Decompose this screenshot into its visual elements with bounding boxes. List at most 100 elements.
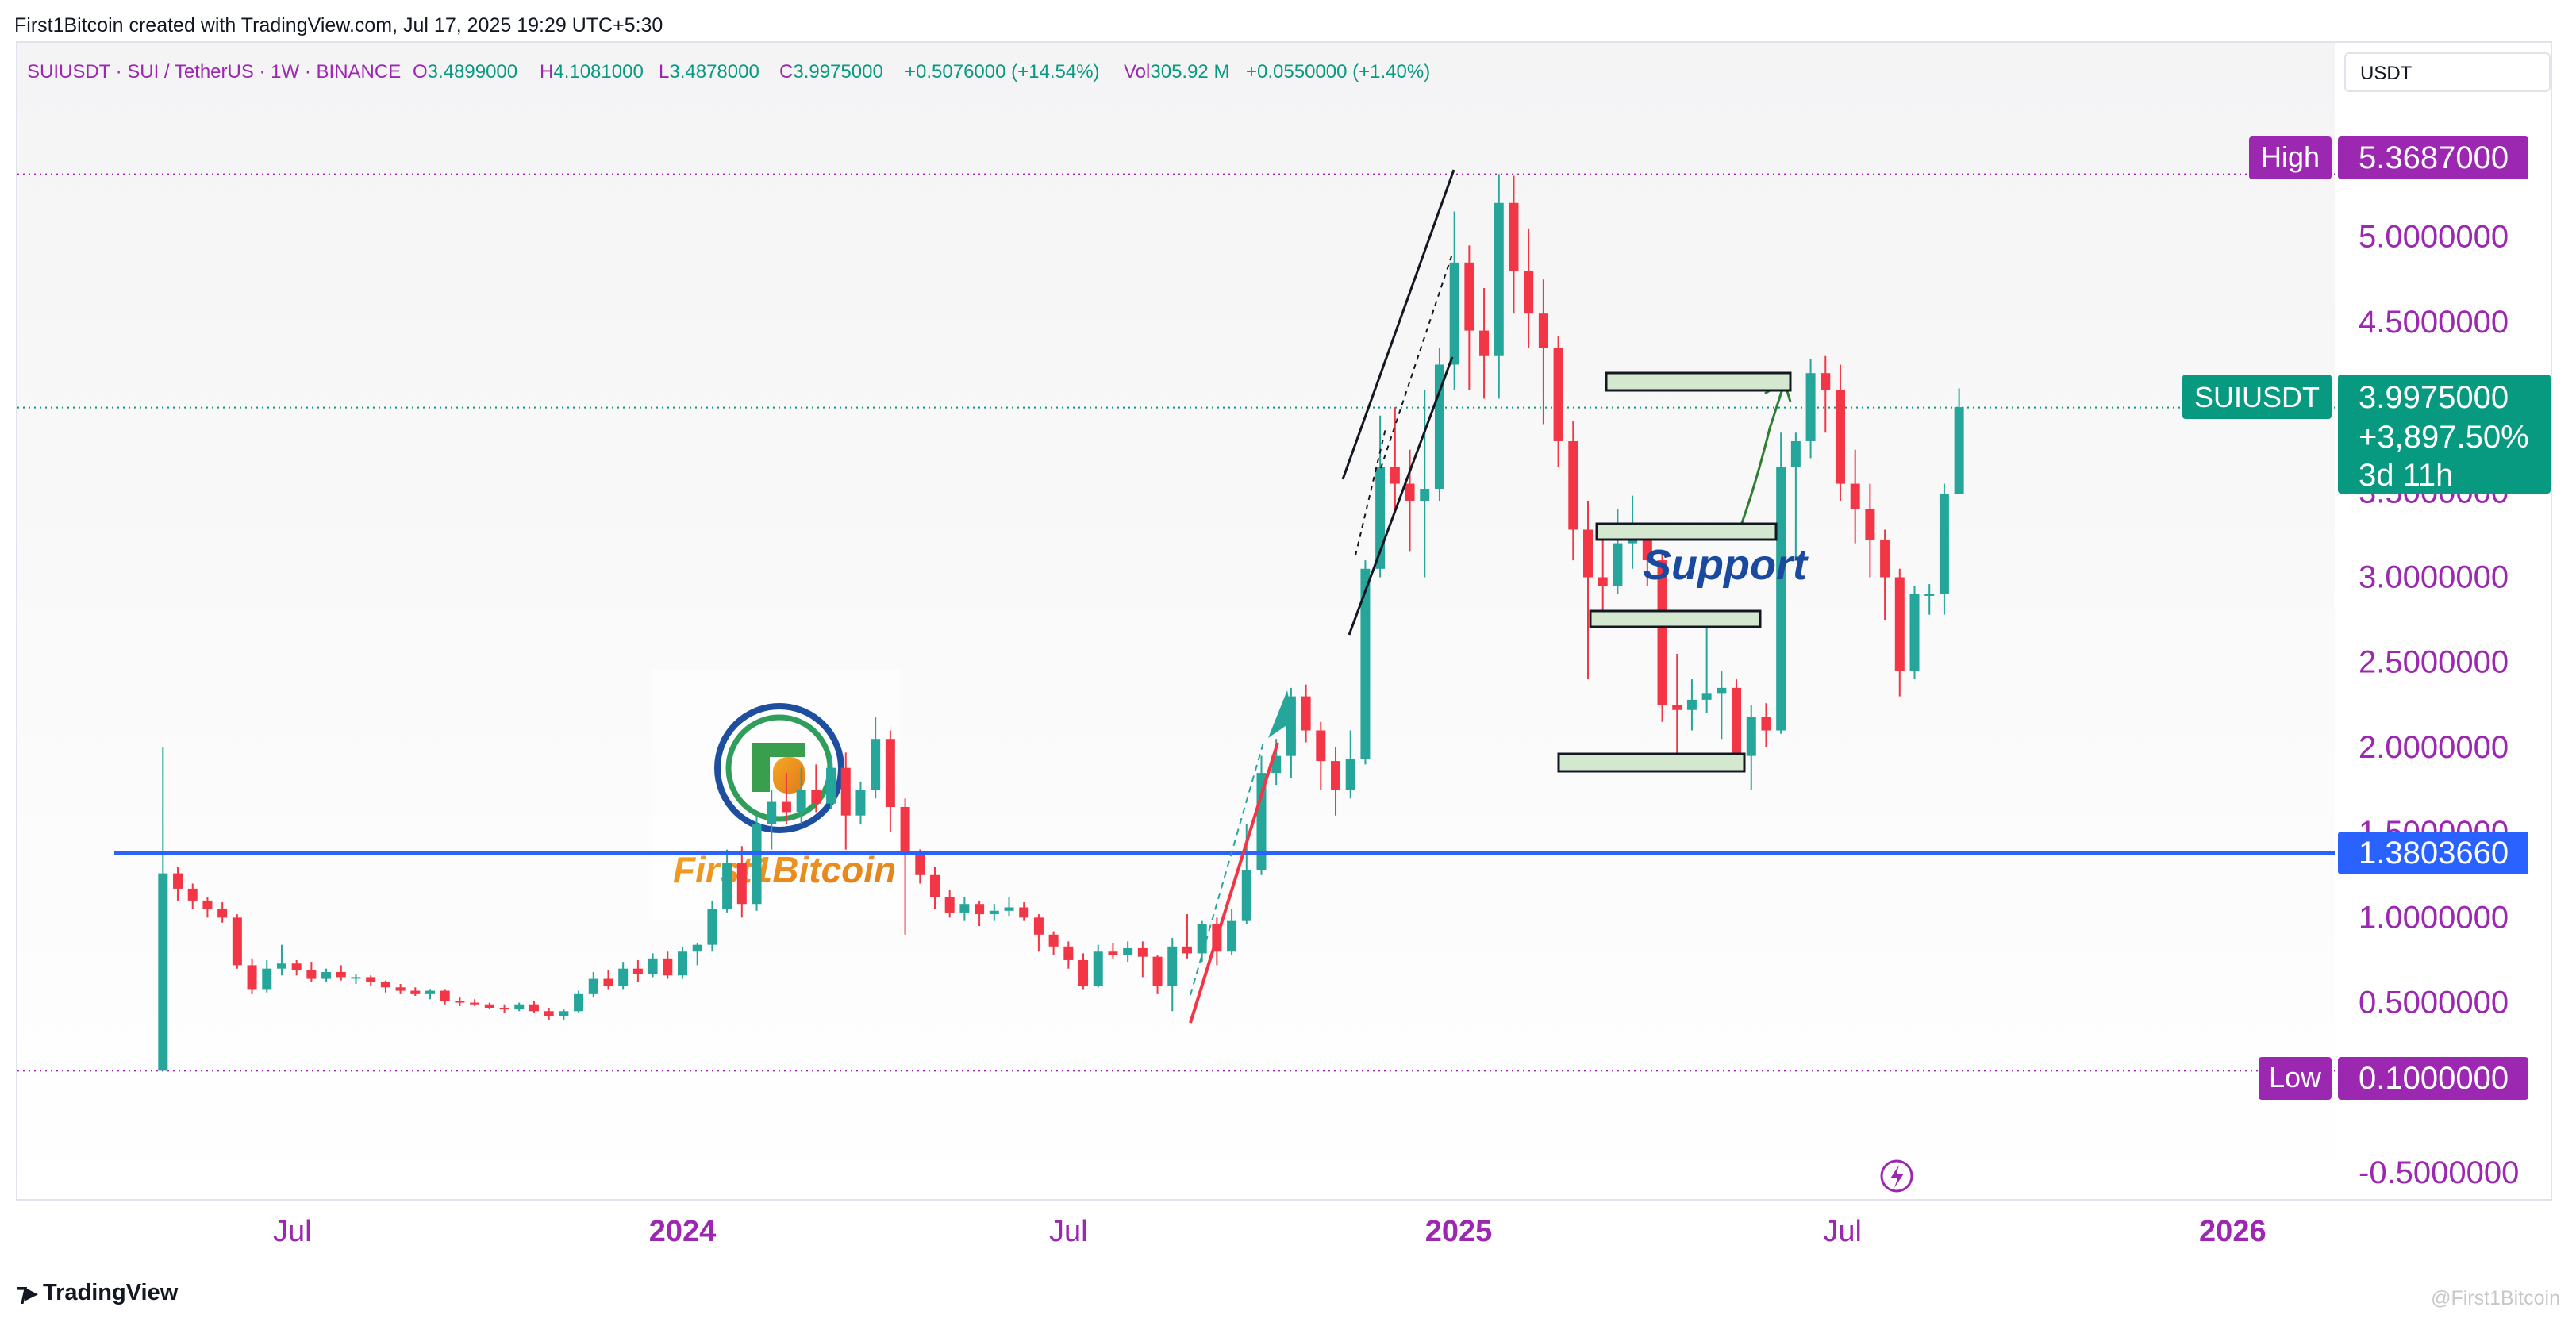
candle-down	[306, 962, 317, 982]
uptrend-arrow-green	[1268, 690, 1294, 738]
candle-up	[1686, 679, 1697, 731]
candle-up	[1776, 432, 1786, 734]
candle-down	[1761, 703, 1771, 747]
legend-change: +0.5076000 (+14.54%)	[905, 61, 1100, 83]
candle-up	[1449, 211, 1459, 390]
candle-down	[1390, 407, 1400, 509]
candle-down	[484, 1002, 494, 1010]
support-zone-middle	[1589, 609, 1762, 628]
candle-down	[291, 959, 302, 976]
candle-down	[217, 902, 228, 923]
candle-down	[1835, 364, 1845, 502]
author-watermark: @First1Bitcoin	[2431, 1287, 2560, 1309]
candle-down	[440, 989, 450, 1005]
candle-down	[1152, 955, 1163, 994]
candle-down	[1598, 526, 1608, 621]
legend-low-label: L	[659, 61, 669, 83]
x-tick-label: 2025	[1425, 1215, 1493, 1248]
candle-up	[1123, 941, 1133, 963]
candle-down	[1019, 902, 1029, 921]
candle-up	[1805, 359, 1816, 459]
candle-up	[321, 968, 332, 982]
candle-up	[796, 767, 806, 824]
candle-down	[975, 900, 985, 927]
candle-down	[1865, 483, 1875, 578]
candle-up	[1167, 938, 1178, 1012]
candle-down	[1538, 279, 1548, 425]
candle-down	[366, 975, 376, 986]
candle-down	[1732, 679, 1742, 765]
candle-down	[380, 980, 390, 993]
candle-up	[351, 974, 361, 984]
current-change-pct: +3,897.50%	[2359, 420, 2529, 455]
x-tick-label: 2026	[2199, 1215, 2266, 1248]
current-price-value: 3.9975000	[2359, 380, 2509, 415]
x-axis-ticks: Jul 2024 Jul 2025 Jul 2026	[273, 1215, 2266, 1248]
candle-up	[158, 747, 168, 1071]
candle-down	[1553, 336, 1563, 467]
candle-up	[425, 989, 436, 1000]
candle-up	[1197, 920, 1207, 963]
candle-down	[1405, 449, 1415, 552]
candle-up	[1746, 705, 1756, 790]
candle-up	[959, 897, 970, 921]
y-tick-label: 1.0000000	[2359, 900, 2509, 935]
candle-down	[202, 897, 213, 918]
candle-down	[1033, 914, 1044, 952]
candlestick-series	[158, 174, 1964, 1071]
lightning-icon[interactable]	[1880, 1159, 1913, 1193]
y-tick-label: 2.0000000	[2359, 730, 2509, 765]
support-zone-bottom	[1557, 752, 1746, 773]
candle-down	[1048, 931, 1059, 955]
line-value: 1.3803660	[2359, 836, 2509, 870]
candle-down	[1821, 355, 1831, 433]
tradingview-logo[interactable]: ⁊▸ TradingView	[16, 1279, 178, 1307]
legend-vol-value: 305.92 M	[1150, 61, 1229, 83]
candle-up	[588, 971, 598, 998]
uptrend-line-red	[1189, 742, 1279, 1024]
candle-up	[276, 944, 286, 976]
candle-down	[915, 849, 925, 884]
candle-up	[1004, 897, 1014, 917]
candle-down	[173, 867, 183, 901]
candle-up	[1924, 584, 1935, 615]
low-badge-value: 0.1000000	[2359, 1061, 2509, 1096]
candle-up	[262, 959, 272, 993]
legend-symbol: SUIUSDT · SUI / TetherUS · 1W · BINANCE	[27, 61, 401, 83]
legend-ohlc: O3.4899000 H4.1081000 L3.4878000 C3.9975…	[413, 61, 1430, 83]
zone-boxes[interactable]	[1557, 371, 1792, 773]
candle-down	[529, 1001, 539, 1013]
candle-up	[618, 962, 629, 990]
support-annotation[interactable]: Support	[1643, 541, 1809, 589]
svg-text:L3.4878000: L3.4878000	[659, 61, 759, 83]
candle-down	[1137, 941, 1148, 978]
candle-down	[1568, 421, 1578, 561]
candle-down	[929, 867, 940, 909]
candle-up	[752, 815, 762, 911]
candle-up	[1420, 390, 1430, 578]
y-axis-ticks: 5.50000005.00000004.50000004.00000003.50…	[2359, 134, 2519, 1190]
tradingview-mark-icon: ⁊▸	[16, 1280, 37, 1306]
legend-close-label: C	[779, 61, 793, 83]
x-tick-label: 2024	[649, 1215, 717, 1248]
candle-down	[1583, 501, 1593, 680]
candle-down	[1524, 228, 1534, 348]
candle-down	[736, 846, 747, 918]
candle-down	[900, 798, 910, 935]
currency-selector-button[interactable]: USDT	[2344, 52, 2551, 92]
support-zone-upper	[1595, 522, 1778, 541]
candle-down	[395, 983, 406, 994]
line-value-badge: 1.3803660	[2338, 832, 2528, 874]
y-tick-label: 5.0000000	[2359, 220, 2509, 255]
candle-down	[1850, 449, 1860, 544]
candle-up	[1909, 586, 1920, 680]
legend-high-value: 4.1081000	[553, 61, 643, 83]
candle-up	[989, 904, 999, 921]
candle-up	[855, 781, 866, 824]
svg-text:O3.4899000: O3.4899000	[413, 61, 517, 83]
candle-down	[632, 959, 643, 982]
candle-up	[1494, 174, 1504, 399]
channel-line-lower	[1348, 356, 1454, 636]
candle-down	[1301, 684, 1311, 743]
